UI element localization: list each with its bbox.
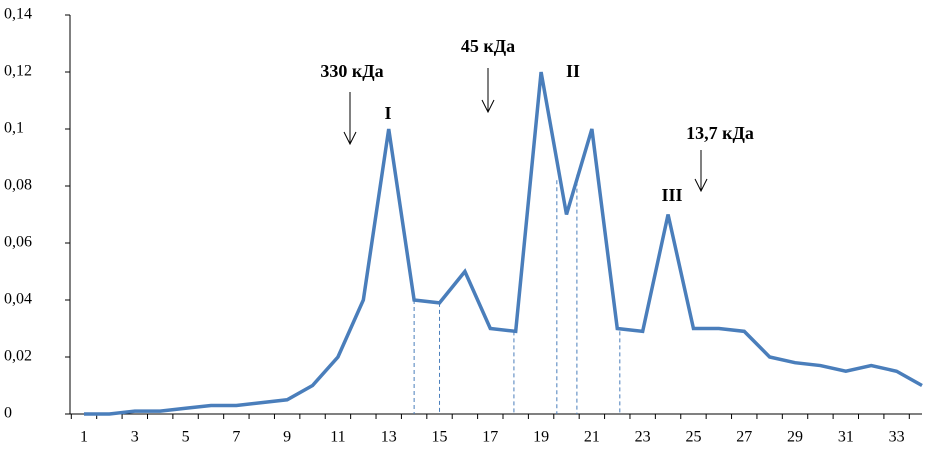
x-tick-label: 15 (432, 429, 448, 446)
x-tick-label: 29 (787, 429, 803, 446)
y-tick-label: 0,12 (4, 63, 32, 80)
x-tick-label: 23 (635, 429, 651, 446)
x-tick-label: 25 (685, 429, 701, 446)
peak-label: III (661, 185, 682, 205)
y-tick-label: 0,06 (4, 234, 32, 251)
peak-label: II (566, 61, 580, 81)
x-tick-label: 27 (736, 429, 752, 446)
x-tick-label: 3 (131, 429, 139, 446)
x-tick-label: 9 (283, 429, 291, 446)
y-tick-label: 0,14 (4, 6, 32, 23)
annotation: 13,7 кДа (686, 123, 754, 143)
y-tick-label: 0,1 (4, 120, 24, 137)
y-tick-label: 0,08 (4, 177, 32, 194)
annotation: 45 кДа (461, 36, 515, 56)
x-tick-label: 31 (838, 429, 854, 446)
x-tick-label: 1 (80, 429, 88, 446)
annotation: 330 кДа (320, 61, 383, 81)
x-tick-label: 19 (533, 429, 549, 446)
peak-label: I (384, 103, 391, 123)
y-tick-label: 0 (4, 405, 12, 422)
arrow (694, 150, 708, 193)
y-tick-label: 0,02 (4, 348, 32, 365)
x-tick-label: 7 (232, 429, 240, 446)
arrow (343, 92, 357, 146)
data-line (84, 71, 923, 416)
x-tick-label: 33 (889, 429, 905, 446)
arrow (481, 68, 495, 114)
arrows (343, 68, 708, 193)
x-tick-label: 5 (182, 429, 190, 446)
x-tick-label: 11 (330, 429, 345, 446)
y-tick-label: 0,04 (4, 291, 32, 308)
x-tick-label: 13 (381, 429, 397, 446)
x-tick-label: 21 (584, 429, 600, 446)
x-tick-label: 17 (482, 429, 498, 446)
